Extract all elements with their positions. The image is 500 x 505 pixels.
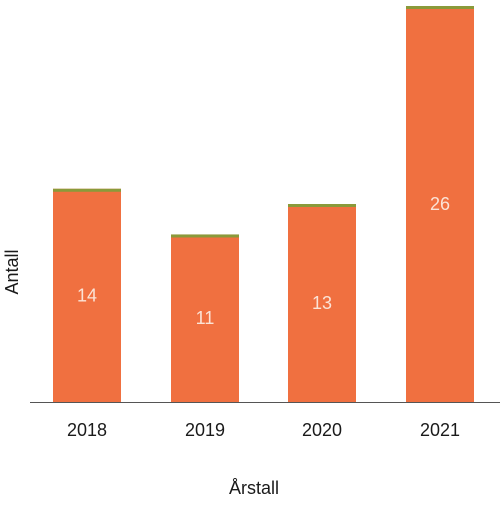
x-tick-label-2020: 2020 [302,420,342,440]
bar-top-edge-2020 [288,204,356,207]
data-label-2021: 26 [430,194,450,214]
data-label-2020: 13 [312,293,332,313]
x-tick-label-2021: 2021 [420,420,460,440]
bar-top-edge-2018 [53,188,121,192]
y-axis-title: Antall [2,249,22,294]
bar-2020 [288,204,356,402]
bar-2021 [406,6,474,402]
bar-2018 [53,188,121,402]
x-tick-label-2019: 2019 [185,420,225,440]
bars-group [53,6,474,402]
bar-top-edge-2019 [171,234,239,238]
data-label-2018: 14 [77,285,97,305]
bar-2019 [171,234,239,402]
data-labels: 14 11 13 26 [77,194,450,328]
x-tick-labels: 2018 2019 2020 2021 [67,420,460,440]
data-label-2019: 11 [196,308,215,328]
bar-top-edge-2021 [406,6,474,9]
x-tick-label-2018: 2018 [67,420,107,440]
x-axis-title: Årstall [229,478,279,498]
